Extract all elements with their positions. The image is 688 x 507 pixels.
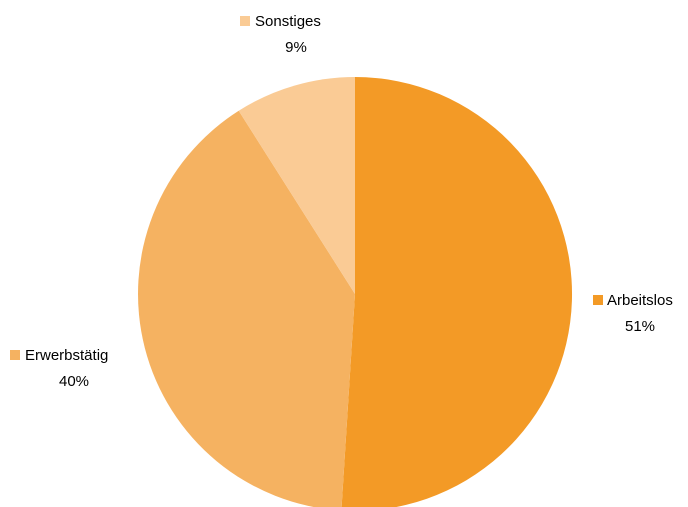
percent-label-sonstiges: 9%: [285, 39, 307, 56]
pie-slice-erwerbst-tig: [138, 110, 355, 507]
data-label-sonstiges: Sonstiges 9%: [240, 13, 321, 56]
category-label-sonstiges: Sonstiges: [255, 13, 321, 30]
data-label-arbeitslos: Arbeitslos 51%: [593, 292, 673, 335]
category-label-arbeitslos: Arbeitslos: [607, 292, 673, 309]
legend-key-erwerbstaetig: [10, 350, 20, 360]
pie-slices: [138, 77, 573, 507]
pie-slice-sonstiges: [238, 77, 355, 294]
percent-label-erwerbstaetig: 40%: [59, 373, 89, 390]
pie-slice-arbeitslos: [341, 77, 573, 507]
percent-label-arbeitslos: 51%: [625, 318, 655, 335]
legend-key-sonstiges: [240, 16, 250, 26]
legend-key-arbeitslos: [593, 295, 603, 305]
category-label-erwerbstaetig: Erwerbstätig: [25, 347, 108, 364]
data-label-erwerbstaetig: Erwerbstätig 40%: [10, 347, 108, 390]
